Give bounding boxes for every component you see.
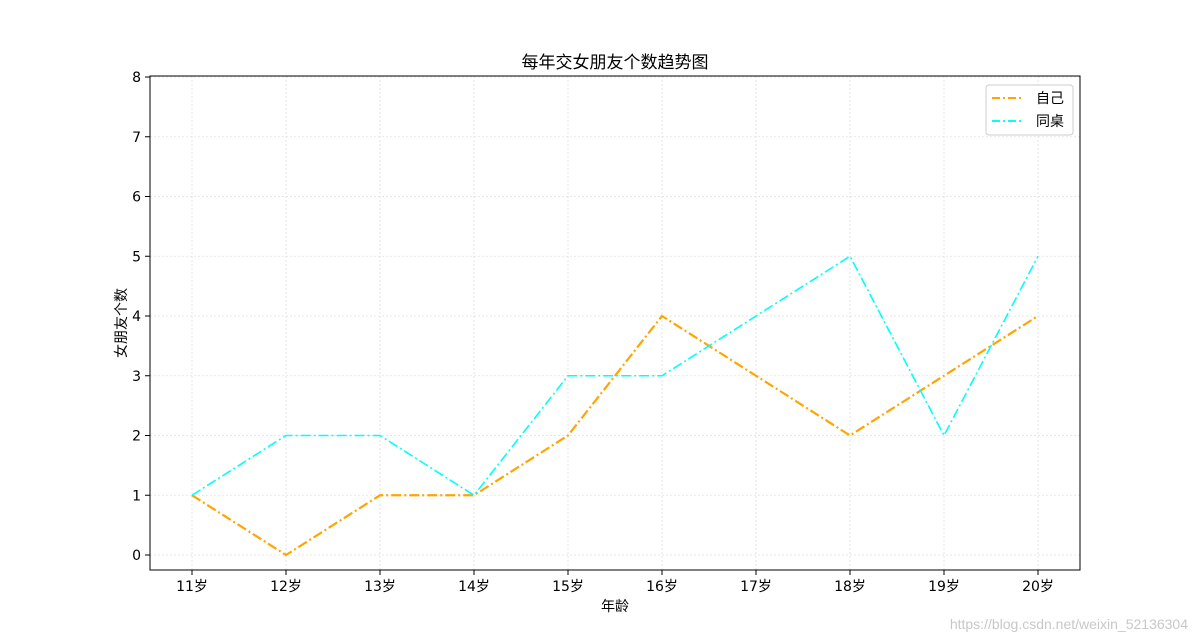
x-axis: 11岁 12岁 13岁 14岁 15岁 16岁 17岁 18岁 19岁 20岁	[176, 570, 1054, 595]
y-tick-label: 3	[132, 369, 141, 385]
x-tick-label: 13岁	[364, 579, 396, 595]
legend-label-1: 自己	[1036, 91, 1064, 107]
watermark: https://blog.csdn.net/weixin_52136304	[949, 616, 1188, 632]
series-line-1	[191, 314, 1039, 557]
x-tick-label: 17岁	[740, 579, 772, 595]
legend-box	[985, 84, 1074, 136]
x-tick-label: 16岁	[646, 579, 678, 595]
y-tick-label: 2	[132, 429, 141, 445]
y-tick-label: 6	[132, 190, 141, 206]
x-tick-label: 12岁	[270, 579, 302, 595]
chart-title: 每年交女朋友个数趋势图	[522, 53, 709, 73]
legend-label-2: 同桌	[1036, 114, 1064, 130]
plot-frame	[149, 75, 1081, 571]
y-tick-label: 5	[132, 249, 141, 265]
x-tick-label: 14岁	[458, 579, 490, 595]
grid	[150, 76, 1080, 570]
series-line-2	[191, 255, 1039, 497]
y-tick-label: 4	[132, 309, 141, 325]
y-tick-label: 0	[132, 548, 141, 564]
series-lines	[191, 255, 1039, 557]
y-tick-label: 8	[132, 70, 141, 86]
y-axis-label: 女朋友个数	[113, 288, 130, 358]
y-tick-label: 7	[132, 130, 141, 146]
x-tick-label: 19岁	[928, 579, 960, 595]
x-tick-label: 11岁	[176, 579, 208, 595]
x-tick-label: 15岁	[552, 579, 584, 595]
x-tick-label: 20岁	[1022, 579, 1054, 595]
y-tick-label: 1	[132, 488, 141, 504]
y-axis: 0 1 2 3 4 5 6 7 8	[132, 70, 150, 564]
x-tick-label: 18岁	[834, 579, 866, 595]
x-axis-label: 年龄	[601, 599, 629, 615]
